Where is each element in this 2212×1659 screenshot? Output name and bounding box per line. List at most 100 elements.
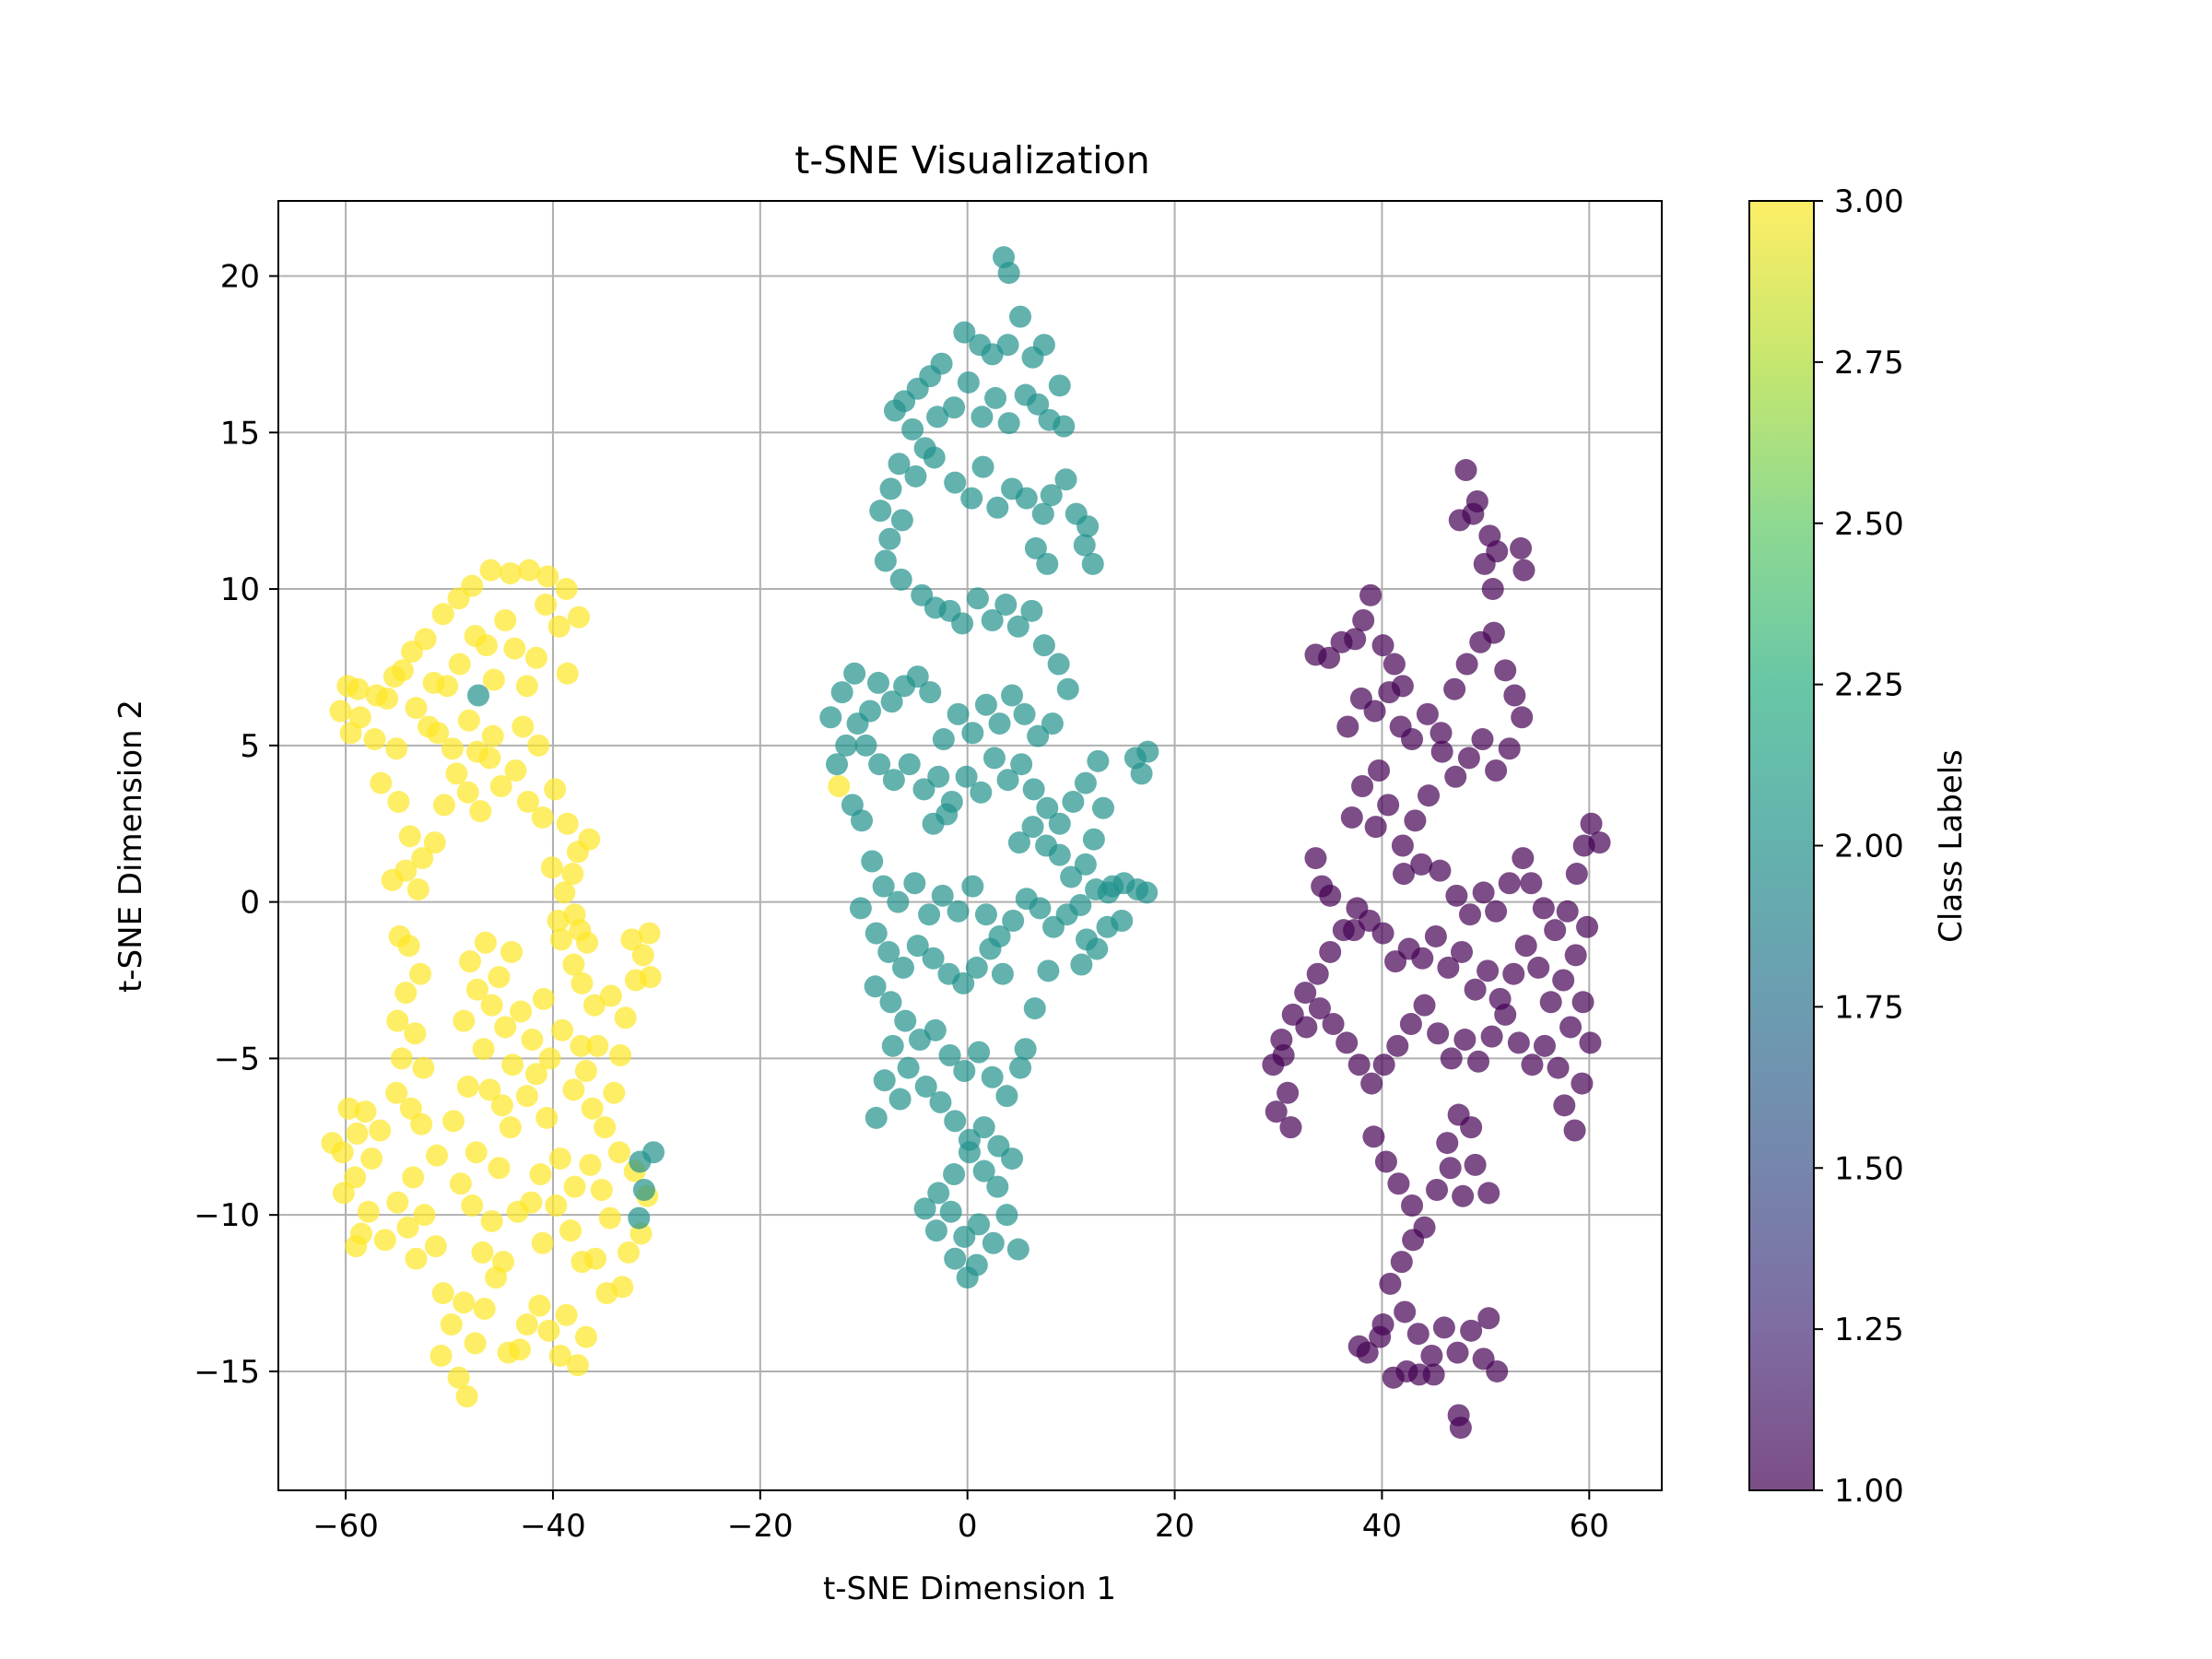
data-point (881, 1034, 904, 1057)
data-point (442, 1110, 465, 1133)
data-point (979, 937, 1002, 960)
data-point (561, 863, 584, 886)
data-point (411, 847, 434, 870)
data-point (1424, 924, 1447, 947)
data-point (1514, 935, 1537, 958)
data-point (441, 737, 464, 760)
data-point (406, 878, 429, 901)
data-point (1480, 1025, 1503, 1048)
data-point (1070, 953, 1093, 976)
data-point (631, 944, 654, 967)
data-point (1455, 653, 1478, 676)
data-point (508, 1338, 531, 1361)
data-point (924, 1219, 947, 1242)
data-point (957, 371, 980, 394)
data-point (1037, 959, 1060, 982)
data-point (1015, 487, 1038, 510)
data-point (1029, 897, 1052, 920)
data-point (472, 1038, 495, 1061)
data-point (609, 1044, 632, 1067)
data-point (527, 734, 550, 757)
data-point (851, 809, 874, 832)
data-point (1445, 884, 1468, 907)
data-point (1533, 1034, 1556, 1057)
data-point (1454, 459, 1477, 482)
data-point (1007, 831, 1030, 854)
data-point (594, 1116, 617, 1139)
data-point (943, 396, 966, 419)
data-point (914, 1075, 937, 1098)
data-point (402, 1166, 425, 1189)
data-point (890, 509, 913, 532)
data-point (598, 1206, 621, 1230)
data-point (1410, 853, 1433, 876)
data-point (1512, 847, 1535, 870)
data-point (405, 697, 428, 720)
data-point (1053, 415, 1076, 438)
data-point (961, 722, 984, 745)
data-point (394, 982, 418, 1005)
data-point (488, 966, 511, 989)
data-point (906, 935, 929, 958)
data-point (469, 800, 492, 823)
data-point (489, 774, 512, 797)
data-point (889, 568, 912, 591)
data-point (1439, 1157, 1462, 1180)
data-point (427, 722, 450, 745)
data-point (586, 1034, 609, 1057)
data-point (966, 587, 989, 610)
data-point (1485, 759, 1508, 782)
data-point (984, 386, 1007, 409)
data-point (449, 1172, 472, 1195)
colorbar-tick-label: 1.25 (1834, 1312, 1904, 1348)
colorbar-tick-label: 2.75 (1834, 345, 1904, 382)
data-point (453, 1009, 476, 1032)
data-point (1136, 740, 1159, 763)
data-point (548, 1147, 571, 1171)
data-point (1420, 1344, 1443, 1367)
data-point (618, 1241, 641, 1264)
data-point (529, 1163, 552, 1186)
data-point (1452, 1184, 1475, 1207)
data-point (535, 594, 558, 617)
data-point (996, 334, 1019, 357)
data-point (346, 1122, 369, 1145)
data-point (628, 1206, 651, 1230)
colorbar-tick-label: 3.00 (1834, 183, 1904, 220)
data-point (556, 812, 579, 835)
data-point (574, 1325, 597, 1348)
data-point (466, 684, 489, 707)
data-point (898, 753, 921, 776)
data-point (819, 706, 842, 729)
data-point (843, 662, 866, 685)
data-point (1054, 468, 1077, 491)
data-point (897, 1056, 920, 1079)
data-point (1571, 991, 1594, 1014)
data-point (1399, 1013, 1422, 1036)
data-point (1048, 812, 1071, 835)
data-point (1486, 1359, 1509, 1382)
data-point (563, 1175, 586, 1198)
data-point (968, 1213, 991, 1236)
data-point (1559, 1016, 1583, 1039)
data-point (465, 740, 488, 763)
data-point (849, 897, 872, 920)
data-point (1336, 715, 1359, 738)
data-point (872, 875, 895, 898)
data-point (545, 1194, 568, 1217)
data-point (1060, 865, 1083, 888)
data-point (570, 1034, 593, 1057)
data-point (1527, 956, 1550, 979)
data-point (1390, 1251, 1413, 1274)
data-point (874, 549, 897, 572)
data-point (1401, 1194, 1424, 1217)
data-point (1001, 1147, 1024, 1171)
data-point (1457, 747, 1480, 770)
data-point (1277, 1081, 1300, 1104)
colorbar: 1.00 1.25 1.50 1.75 2.00 2.25 2.50 2.75 3.00 Cla… (1748, 183, 1970, 1510)
y-axis: −15 −10 −5 0 5 10 15 20 (194, 258, 278, 1391)
data-point (555, 1303, 578, 1326)
data-point (922, 947, 945, 970)
data-point (974, 693, 997, 716)
data-point (385, 737, 408, 760)
